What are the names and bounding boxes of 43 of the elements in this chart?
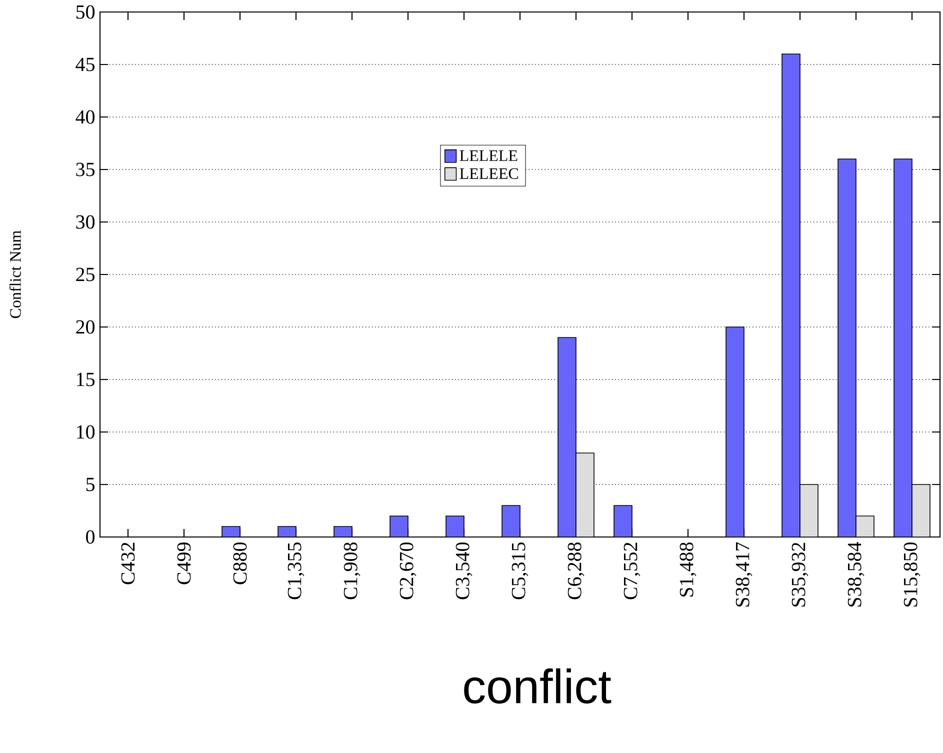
legend-label: LELEEC	[460, 168, 518, 179]
y-tick-label: 25	[76, 268, 95, 282]
x-tick-label: C1,355	[288, 542, 304, 600]
y-tick-label: 40	[76, 110, 95, 124]
x-tick-label: C2,670	[400, 542, 416, 600]
y-tick-label: 10	[77, 425, 95, 439]
x-tick-label: C499	[177, 542, 191, 584]
bar	[782, 54, 800, 537]
x-tick-label: S35,932	[792, 542, 808, 606]
bar	[502, 505, 520, 537]
y-tick-label: 0	[86, 530, 95, 544]
y-axis-title: Conflict Num	[9, 230, 21, 318]
bar	[800, 484, 818, 537]
x-tick-label: C432	[121, 542, 135, 584]
x-tick-label: C880	[233, 542, 247, 584]
bar	[838, 158, 856, 537]
y-tick-label: 35	[76, 162, 95, 176]
bar	[912, 484, 930, 537]
y-tick-label: 30	[76, 215, 95, 229]
y-tick-label: 50	[76, 5, 95, 19]
y-tick-label: 15	[77, 372, 95, 386]
x-tick-label: C5,315	[512, 542, 528, 600]
x-tick-label: C7,552	[624, 542, 640, 600]
x-tick-label: S1,488	[680, 542, 696, 596]
x-tick-label: S38,584	[848, 542, 864, 606]
y-tick-label: 5	[86, 478, 95, 492]
x-tick-label: C3,540	[456, 542, 472, 600]
x-tick-label: C6,288	[568, 542, 584, 600]
x-tick-label: C1,908	[344, 542, 360, 600]
bar	[614, 505, 632, 537]
bar	[576, 452, 594, 537]
bar	[726, 326, 744, 537]
bar	[390, 516, 408, 537]
x-axis-title: conflict	[464, 668, 612, 704]
bar	[446, 516, 464, 537]
y-tick-label: 45	[76, 58, 95, 72]
bar	[894, 158, 912, 537]
bar	[558, 337, 576, 537]
bar	[856, 516, 874, 537]
legend-label: LELELE	[460, 150, 518, 161]
y-tick-label: 20	[76, 320, 95, 334]
x-tick-label: S15,850	[904, 542, 920, 606]
x-tick-label: S38,417	[736, 542, 752, 606]
